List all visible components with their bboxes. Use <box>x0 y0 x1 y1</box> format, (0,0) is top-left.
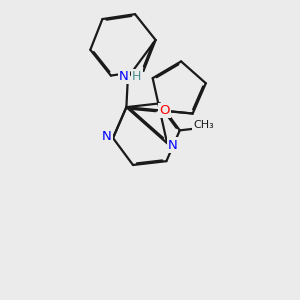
Text: N: N <box>119 70 129 83</box>
Text: O: O <box>160 104 170 117</box>
Text: N: N <box>168 139 178 152</box>
Text: CH₃: CH₃ <box>194 120 214 130</box>
Text: N: N <box>102 130 112 143</box>
Text: H: H <box>132 70 142 83</box>
